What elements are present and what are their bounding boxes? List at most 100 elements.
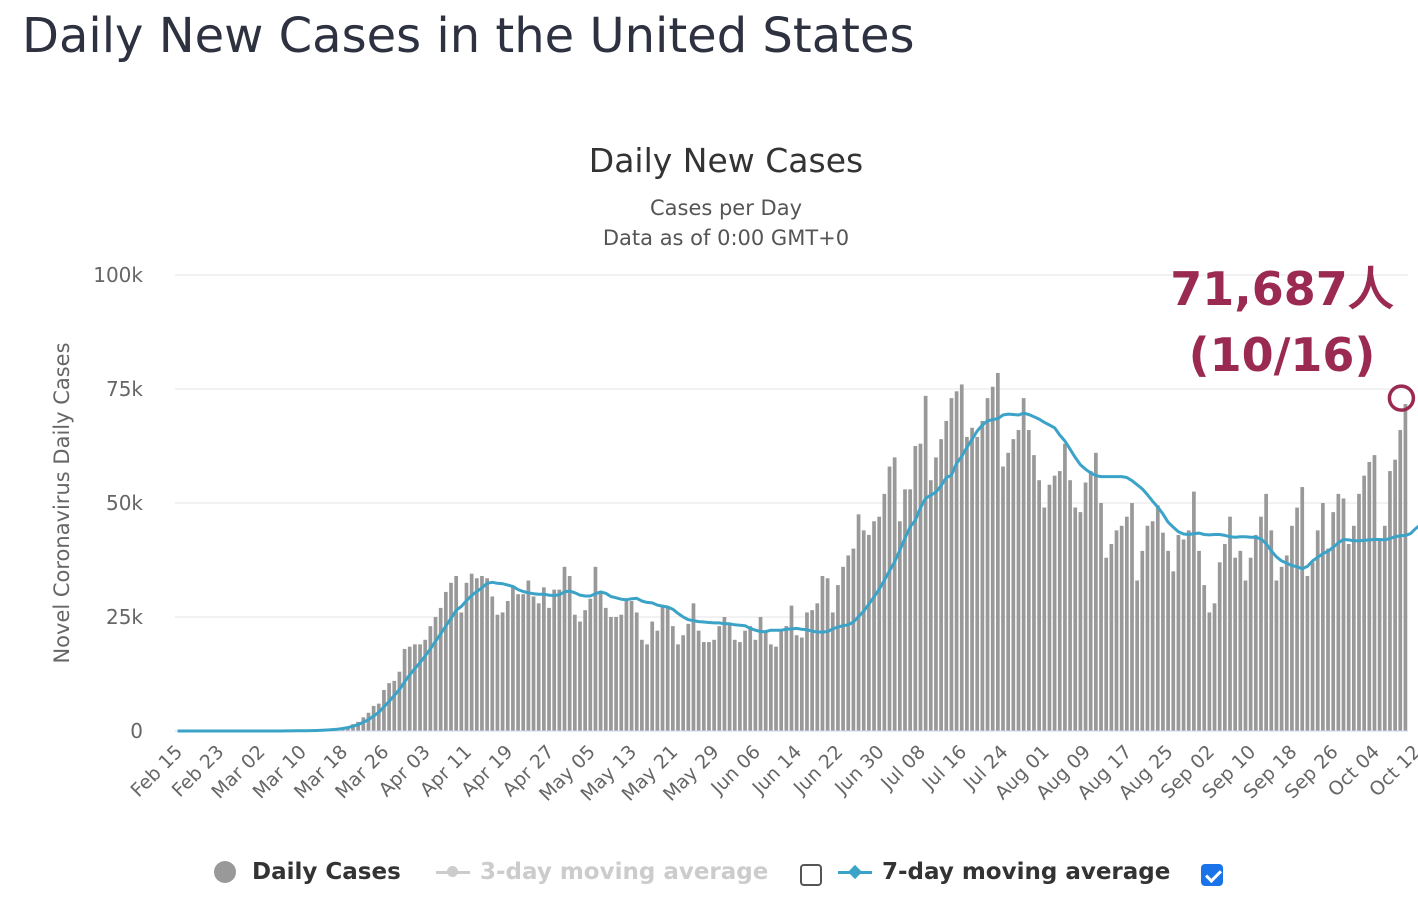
daily-case-bar bbox=[433, 617, 438, 731]
daily-case-bar bbox=[428, 626, 433, 731]
daily-case-bar bbox=[1037, 480, 1041, 731]
daily-case-bar bbox=[830, 612, 835, 731]
y-tick-label: 75k bbox=[106, 377, 143, 401]
daily-case-bar bbox=[572, 614, 577, 731]
daily-case-bar bbox=[939, 439, 943, 731]
daily-case-bar bbox=[851, 548, 856, 731]
daily-case-bar bbox=[1073, 507, 1078, 731]
daily-case-bar bbox=[603, 607, 608, 731]
daily-case-bar bbox=[505, 601, 510, 731]
daily-case-bar bbox=[980, 420, 985, 731]
daily-case-bar bbox=[1233, 557, 1238, 731]
daily-case-bar bbox=[1362, 475, 1366, 731]
daily-case-bar bbox=[1264, 493, 1268, 731]
daily-case-bar bbox=[877, 516, 882, 731]
daily-case-bar bbox=[996, 373, 1000, 731]
daily-case-bar bbox=[1011, 439, 1016, 731]
daily-case-bar bbox=[934, 457, 938, 731]
daily-case-bar bbox=[1398, 430, 1403, 731]
daily-case-bar bbox=[1290, 525, 1294, 731]
daily-case-bar bbox=[758, 617, 763, 731]
daily-case-bar bbox=[1217, 562, 1222, 731]
daily-case-bar bbox=[443, 591, 448, 731]
daily-case-bar bbox=[511, 587, 515, 731]
daily-case-bar bbox=[789, 605, 794, 731]
daily-case-bar bbox=[397, 671, 402, 731]
daily-case-bar bbox=[552, 589, 557, 731]
daily-case-bar bbox=[361, 717, 366, 731]
y-tick-label: 25k bbox=[106, 605, 143, 629]
daily-case-bar bbox=[799, 637, 804, 731]
daily-case-bar bbox=[1238, 550, 1243, 731]
daily-case-bar bbox=[779, 630, 784, 731]
daily-case-bar bbox=[1228, 516, 1232, 731]
daily-case-bar bbox=[1382, 525, 1387, 731]
daily-case-bar bbox=[1166, 550, 1170, 731]
daily-case-bar bbox=[495, 614, 500, 731]
daily-case-bar bbox=[841, 566, 845, 731]
daily-case-bar bbox=[1088, 471, 1093, 731]
daily-case-bar bbox=[1202, 585, 1207, 731]
daily-case-bar bbox=[1026, 430, 1031, 731]
daily-case-bar bbox=[449, 582, 453, 731]
daily-case-bar bbox=[418, 644, 422, 731]
daily-case-bar bbox=[1388, 471, 1392, 731]
daily-case-bar bbox=[1124, 516, 1129, 731]
chart-title: Daily New Cases bbox=[589, 141, 863, 180]
daily-case-bar bbox=[763, 630, 768, 731]
daily-case-bar bbox=[1197, 550, 1201, 731]
daily-case-bar bbox=[1068, 480, 1072, 731]
daily-case-bar bbox=[1279, 566, 1284, 731]
daily-case-bar bbox=[490, 596, 495, 731]
daily-case-bar bbox=[1021, 398, 1026, 731]
daily-case-bar bbox=[402, 648, 407, 731]
legend-three-day-average[interactable]: 3-day moving average bbox=[436, 854, 768, 890]
daily-case-bar bbox=[1300, 487, 1305, 731]
daily-case-bar bbox=[1094, 452, 1098, 731]
daily-case-bar bbox=[500, 612, 505, 731]
daily-case-bar bbox=[480, 575, 484, 731]
seven-day-average-checkbox[interactable] bbox=[1201, 864, 1223, 886]
daily-case-bar bbox=[897, 521, 902, 731]
daily-case-bar bbox=[748, 626, 753, 731]
daily-case-bar bbox=[1078, 512, 1083, 731]
daily-case-bar bbox=[681, 635, 686, 731]
x-tick-label: Jul 16 bbox=[917, 741, 971, 795]
daily-case-bar bbox=[423, 639, 428, 731]
daily-case-bar bbox=[1083, 482, 1088, 731]
daily-case-bar bbox=[474, 578, 479, 731]
daily-case-bar bbox=[928, 480, 933, 731]
legend-seven-day-average-label: 7-day moving average bbox=[882, 859, 1171, 885]
daily-case-bar bbox=[867, 534, 871, 731]
daily-case-bar bbox=[1109, 544, 1114, 731]
daily-case-bar bbox=[1346, 544, 1351, 731]
daily-case-bar bbox=[1274, 580, 1279, 731]
daily-case-bar bbox=[1063, 443, 1067, 731]
daily-case-bar bbox=[861, 530, 866, 731]
daily-case-bar bbox=[567, 575, 572, 731]
daily-case-bar bbox=[356, 721, 360, 731]
seven-day-average-line-icon bbox=[838, 865, 872, 879]
daily-case-bar bbox=[583, 610, 587, 731]
daily-case-bar bbox=[923, 395, 928, 731]
daily-case-bar bbox=[1114, 530, 1119, 731]
daily-case-bar bbox=[691, 603, 696, 731]
daily-cases-dot-icon bbox=[214, 861, 236, 883]
daily-case-bar bbox=[1161, 532, 1165, 731]
daily-case-bar bbox=[965, 436, 969, 731]
daily-case-bar bbox=[794, 635, 799, 731]
three-day-average-checkbox[interactable] bbox=[800, 864, 822, 886]
daily-case-bar bbox=[856, 514, 861, 731]
daily-case-bar bbox=[371, 705, 376, 731]
daily-case-bar bbox=[1351, 525, 1356, 731]
daily-case-bar bbox=[454, 575, 459, 731]
legend-seven-day-average[interactable]: 7-day moving average bbox=[838, 854, 1170, 890]
legend-daily-cases[interactable]: Daily Cases bbox=[214, 854, 401, 890]
daily-case-bar bbox=[1321, 503, 1325, 731]
daily-case-bar bbox=[1403, 404, 1408, 731]
daily-case-bar bbox=[1130, 503, 1134, 731]
daily-case-bar bbox=[820, 575, 825, 731]
daily-case-bar bbox=[1171, 571, 1176, 731]
